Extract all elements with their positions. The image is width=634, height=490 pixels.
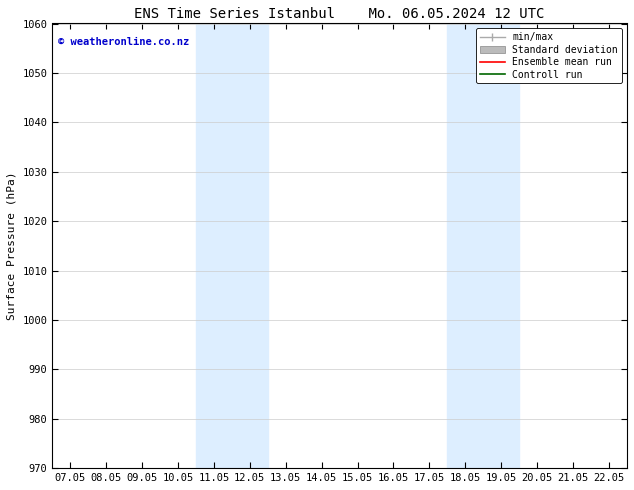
Text: © weatheronline.co.nz: © weatheronline.co.nz bbox=[58, 37, 190, 47]
Bar bbox=[196, 24, 268, 468]
Title: ENS Time Series Istanbul    Mo. 06.05.2024 12 UTC: ENS Time Series Istanbul Mo. 06.05.2024 … bbox=[134, 7, 545, 21]
Legend: min/max, Standard deviation, Ensemble mean run, Controll run: min/max, Standard deviation, Ensemble me… bbox=[476, 28, 622, 83]
Y-axis label: Surface Pressure (hPa): Surface Pressure (hPa) bbox=[7, 172, 17, 320]
Bar bbox=[447, 24, 519, 468]
